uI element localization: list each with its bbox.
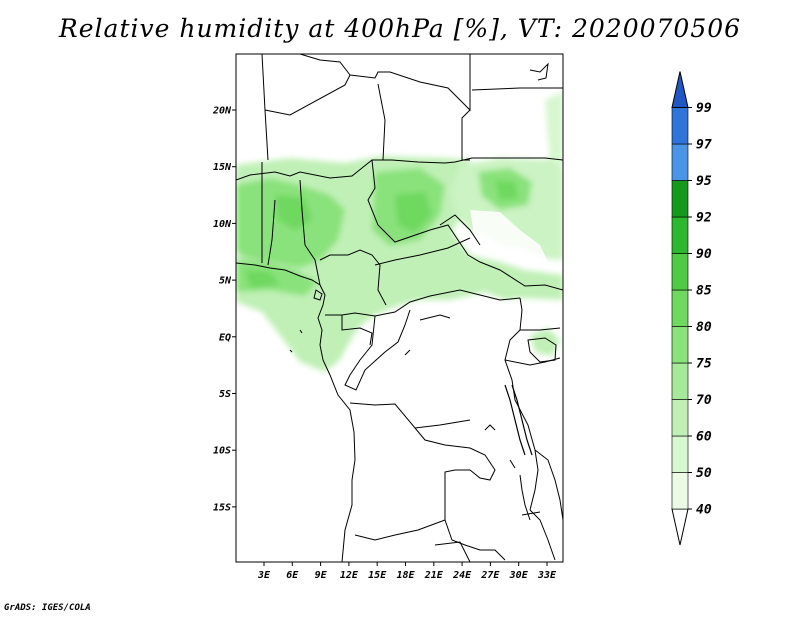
lat-label: 5N bbox=[219, 276, 232, 287]
lon-label: 27E bbox=[480, 570, 500, 581]
humidity-field bbox=[236, 92, 563, 372]
colorbar-segment bbox=[671, 289, 689, 327]
colorbar-segment bbox=[671, 435, 689, 473]
colorbar-label: 90 bbox=[696, 247, 712, 262]
colorbar-segment bbox=[671, 472, 689, 510]
map-frame bbox=[235, 53, 564, 563]
lon-label: 24E bbox=[452, 570, 472, 581]
lon-label: 33E bbox=[537, 570, 557, 581]
colorbar-label: 60 bbox=[696, 430, 712, 445]
lat-label: 10S bbox=[213, 446, 231, 457]
lon-label: 9E bbox=[315, 570, 328, 581]
colorbar-segment bbox=[671, 180, 689, 218]
lat-label: 20N bbox=[212, 106, 232, 117]
lon-label: 3E bbox=[257, 570, 271, 581]
lon-label: 21E bbox=[424, 570, 444, 581]
colorbar-label: 75 bbox=[696, 357, 712, 372]
latitude-axis: 20N 15N 10N 5N EQ 5S 10S 15S bbox=[212, 106, 236, 513]
lon-label: 18E bbox=[396, 570, 415, 581]
lon-label: 30E bbox=[509, 570, 529, 581]
colorbar-label: 99 bbox=[696, 101, 712, 116]
colorbar-label: 85 bbox=[696, 284, 712, 299]
colorbar-label: 97 bbox=[696, 138, 712, 153]
lat-label: EQ bbox=[219, 332, 231, 343]
lat-label: 15S bbox=[213, 502, 231, 513]
grads-credit: GrADS: IGES/COLA bbox=[4, 603, 91, 613]
map-title: Relative humidity at 400hPa [%], VT: 202… bbox=[58, 14, 742, 43]
lon-label: 12E bbox=[340, 570, 359, 581]
colorbar-segment bbox=[671, 508, 689, 546]
lon-label: 15E bbox=[368, 570, 387, 581]
lat-label: 5S bbox=[219, 389, 231, 400]
colorbar-segment bbox=[671, 216, 689, 254]
colorbar-segment bbox=[671, 326, 689, 364]
colorbar-label: 40 bbox=[696, 503, 712, 518]
lat-label: 15N bbox=[213, 162, 232, 173]
colorbar-segment bbox=[671, 253, 689, 291]
colorbar-label: 95 bbox=[696, 174, 712, 189]
longitude-axis: 3E 6E 9E 12E 15E 18E 21E 24E 27E 30E 33E bbox=[257, 562, 557, 581]
colorbar-segment bbox=[671, 143, 689, 181]
colorbar: 40 50 60 70 75 80 85 90 92 95 97 99 bbox=[671, 71, 712, 546]
political-boundaries bbox=[236, 54, 563, 562]
colorbar-segment bbox=[671, 362, 689, 400]
lat-label: 10N bbox=[213, 219, 232, 230]
colorbar-segment bbox=[671, 399, 689, 437]
colorbar-segment bbox=[671, 107, 689, 145]
lon-label: 6E bbox=[286, 570, 299, 581]
colorbar-label: 92 bbox=[696, 211, 712, 226]
colorbar-label: 50 bbox=[696, 466, 712, 481]
colorbar-label: 70 bbox=[696, 393, 712, 408]
colorbar-segment bbox=[671, 71, 689, 108]
colorbar-label: 80 bbox=[696, 320, 712, 335]
